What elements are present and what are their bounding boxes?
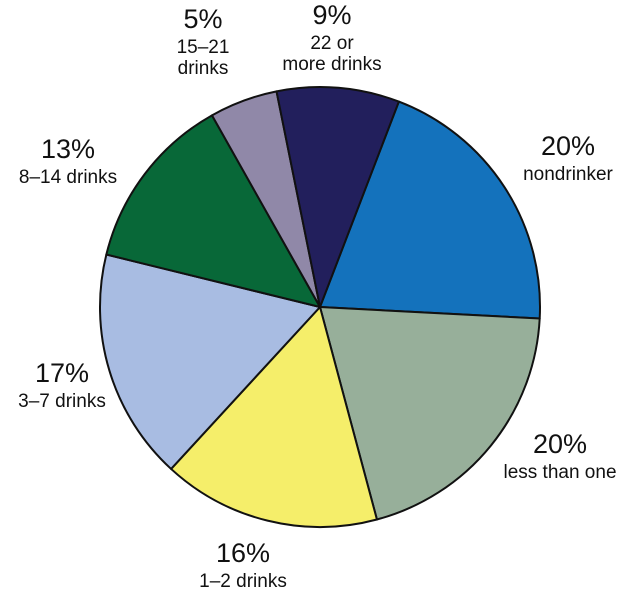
slice-value-label: 17% <box>35 358 89 388</box>
slice-category-label: 22 or <box>310 33 354 54</box>
slice-value-label: 9% <box>312 0 351 30</box>
slice-category-label: 3–7 drinks <box>18 391 106 412</box>
slice-category-label: 1–2 drinks <box>199 571 287 590</box>
pie-slices <box>99 86 542 528</box>
slice-category-label: 8–14 drinks <box>19 167 117 188</box>
slice-value-label: 20% <box>541 131 595 161</box>
slice-value-label: 16% <box>216 538 270 568</box>
slice-category-label: 15–21 <box>177 37 230 58</box>
slice-value-label: 20% <box>533 429 587 459</box>
pie-slice <box>319 100 542 320</box>
slice-value-label: 5% <box>183 4 222 34</box>
pie-slice <box>275 86 400 308</box>
pie-slice <box>99 253 321 470</box>
pie-slice <box>170 306 378 528</box>
pie-labels: 20% nondrinker 20% less than one 16% 1–2 drin… <box>18 0 616 590</box>
slice-category-label: more drinks <box>282 54 381 75</box>
slice-category-label: drinks <box>178 58 229 79</box>
slice-category-label: less than one <box>503 462 616 483</box>
slice-value-label: 13% <box>41 134 95 164</box>
pie-slice <box>105 114 321 308</box>
pie-slice <box>319 306 541 521</box>
slice-category-label: nondrinker <box>523 164 613 185</box>
